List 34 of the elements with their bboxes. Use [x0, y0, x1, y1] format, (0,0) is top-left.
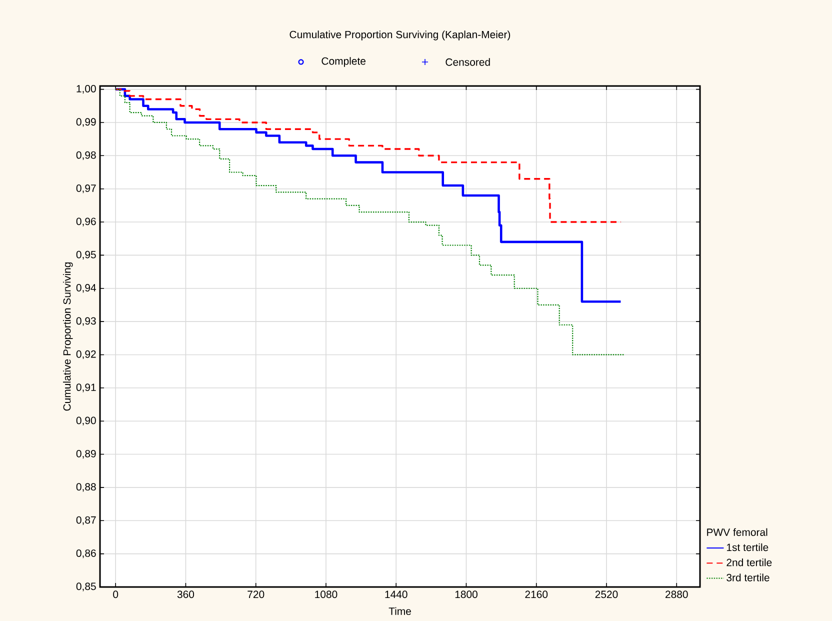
y-axis-title: Cumulative Proportion Surviving: [63, 262, 73, 411]
legend-label: 1st tertile: [726, 543, 768, 552]
y-tick-label: 0,86: [76, 549, 96, 558]
y-tick-label: 0,95: [76, 250, 96, 260]
y-tick-label: 0,92: [76, 350, 96, 360]
y-tick-label: 0,99: [76, 118, 96, 127]
x-tick-label: 1440: [385, 590, 408, 598]
legend-label: 3rd tertile: [726, 574, 770, 582]
x-tick-label: 1800: [455, 590, 478, 598]
text: Complete: [322, 57, 366, 67]
x-tick-label: 2520: [595, 590, 618, 598]
x-tick-label: 720: [248, 590, 264, 598]
y-tick-label: 0,94: [76, 284, 96, 293]
y-tick-label: 0,91: [76, 384, 96, 392]
y-tick-label: 1,00: [76, 84, 96, 94]
x-tick-label: 360: [177, 590, 194, 598]
text: Censored: [446, 58, 490, 66]
legend-title: PWV femoral: [707, 528, 768, 536]
y-tick-label: 0,96: [76, 218, 96, 226]
x-axis-title: Time: [388, 607, 411, 615]
y-tick-label: 0,85: [76, 582, 96, 592]
y-tick-label: 0,88: [76, 483, 96, 492]
y-tick-label: 0,93: [76, 317, 96, 326]
legend-label: 2nd tertile: [726, 558, 772, 566]
chart-title: Cumulative Proportion Surviving (Kaplan-Meier): [290, 30, 510, 40]
y-tick-label: 0,97: [76, 184, 96, 194]
y-tick-label: 0,90: [76, 416, 96, 426]
y-tick-label: 0,89: [76, 450, 96, 459]
x-tick-label: 0: [113, 590, 118, 598]
y-tick-label: 0,98: [76, 151, 96, 160]
x-tick-label: 1080: [315, 590, 338, 598]
x-tick-label: 2880: [666, 590, 688, 598]
x-tick-label: 2160: [525, 590, 548, 598]
y-tick-label: 0,87: [76, 516, 96, 525]
